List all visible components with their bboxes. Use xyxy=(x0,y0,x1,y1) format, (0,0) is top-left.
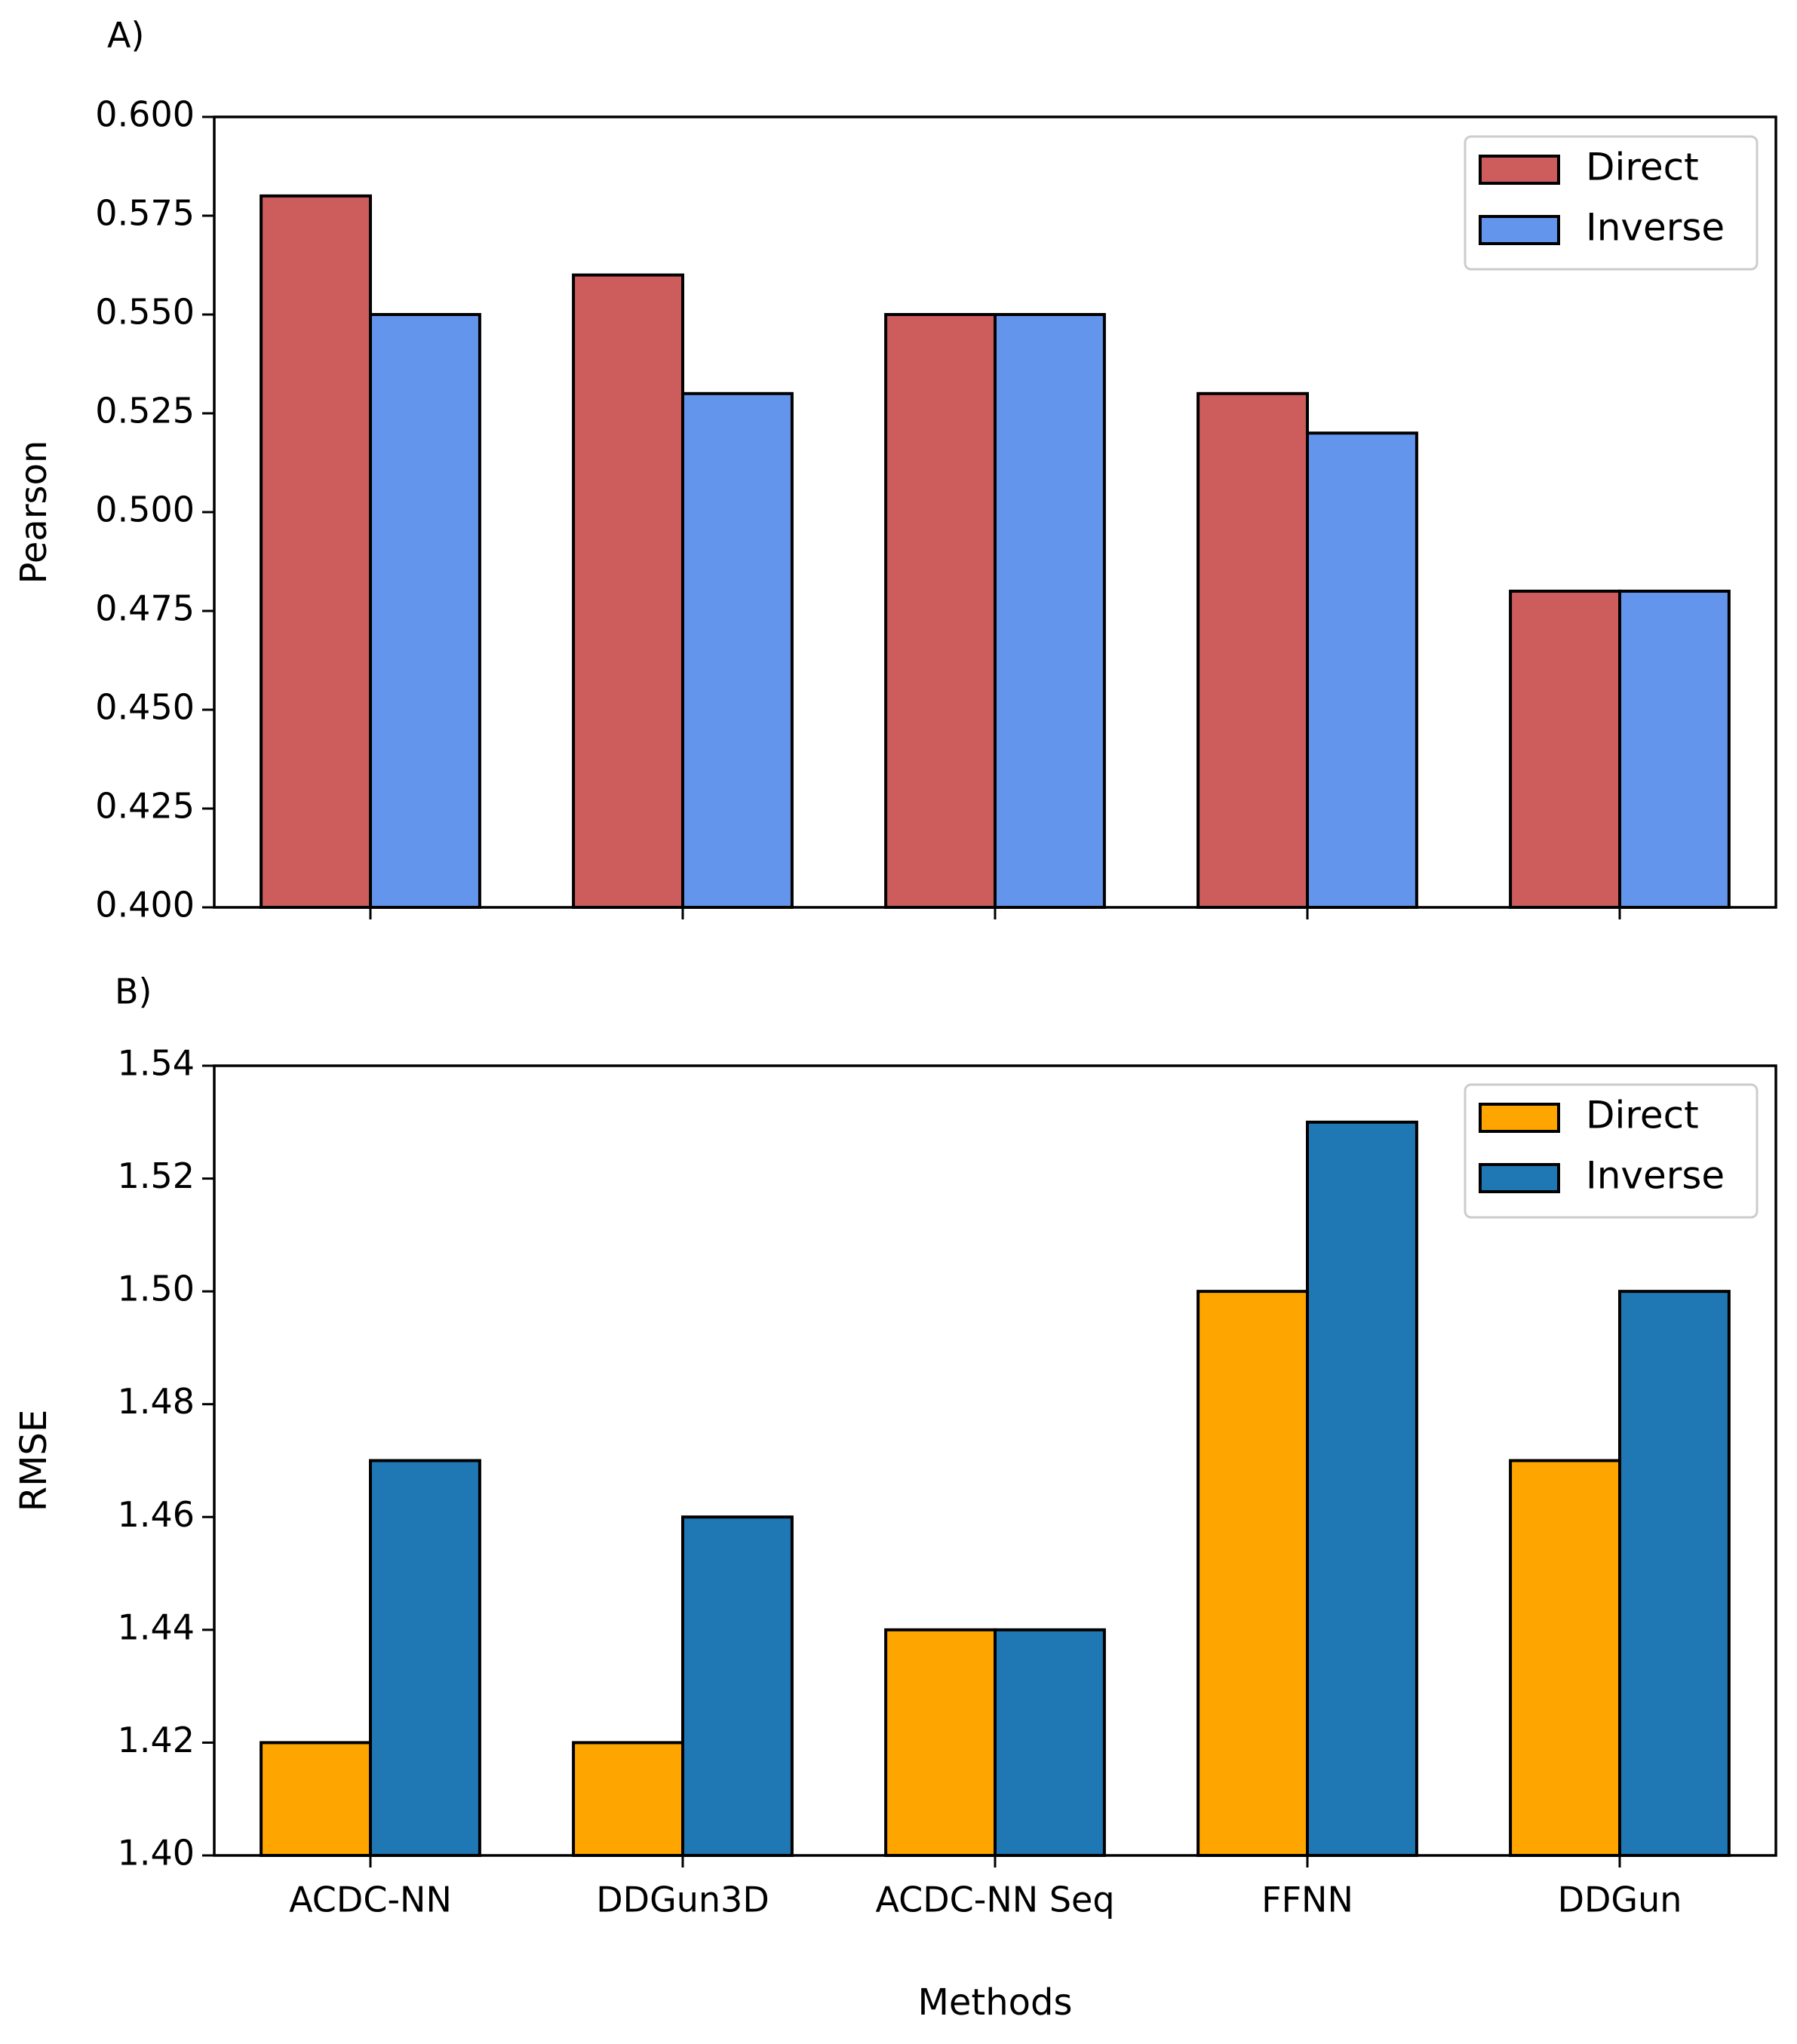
bar-inverse-ddgun xyxy=(1618,589,1731,909)
legend-swatch-direct xyxy=(1479,155,1560,185)
y-tick-label: 1.42 xyxy=(118,1720,195,1760)
y-tick-label: 1.50 xyxy=(118,1269,195,1309)
y-tick-label: 0.400 xyxy=(95,885,195,925)
legend-swatch-direct xyxy=(1479,1103,1560,1133)
legend-swatch-inverse xyxy=(1479,215,1560,245)
legend: Direct Inverse xyxy=(1464,135,1759,271)
y-tick-label: 1.52 xyxy=(118,1156,195,1196)
legend-label-direct: Direct xyxy=(1586,1094,1699,1137)
legend-label-inverse: Inverse xyxy=(1586,206,1725,250)
panel-label: A) xyxy=(107,15,144,56)
plot-frame xyxy=(213,115,1777,909)
y-tick-label: 1.48 xyxy=(118,1381,195,1422)
y-tick-label: 0.575 xyxy=(95,193,195,234)
y-tick-label: 0.425 xyxy=(95,786,195,827)
x-tick-label: ACDC-NN xyxy=(289,1880,452,1920)
x-tick-label: ACDC-NN Seq xyxy=(875,1880,1114,1920)
chart-panel-b: B) 1.40 1.42 1.44 1.46 1.48 1.50 1.52 1.54 ACDC-N… xyxy=(13,971,1777,2024)
bar-direct-ffnn xyxy=(1196,391,1309,909)
bar-direct-ddgun xyxy=(1509,1459,1621,1857)
legend-label-inverse: Inverse xyxy=(1586,1154,1725,1198)
bar-inverse-acdc-nn-seq xyxy=(994,1628,1106,1858)
bar-direct-acdc-nn xyxy=(260,194,372,909)
plot-frame xyxy=(213,1064,1777,1857)
y-axis-label: Pearson xyxy=(13,440,55,585)
bar-inverse-acdc-nn xyxy=(369,1459,481,1857)
x-tick-label: DDGun xyxy=(1558,1880,1682,1920)
bar-inverse-acdc-nn-seq xyxy=(994,313,1106,909)
bar-inverse-ddgun xyxy=(1618,1290,1731,1857)
bar-inverse-ffnn xyxy=(1306,431,1418,909)
bar-inverse-ffnn xyxy=(1306,1120,1418,1858)
bar-direct-ddgun3d xyxy=(572,1741,684,1857)
y-tick-label: 0.450 xyxy=(95,687,195,728)
bar-inverse-ddgun3d xyxy=(681,1515,794,1858)
y-tick-label: 1.44 xyxy=(118,1607,195,1647)
y-tick-label: 0.500 xyxy=(95,490,195,530)
chart-panel-a: A) 0.400 0.425 0.450 0.475 0.500 0.525 0.550 0.5… xyxy=(13,15,1777,925)
y-tick-label: 0.600 xyxy=(95,94,195,135)
legend-label-direct: Direct xyxy=(1586,146,1699,189)
bar-direct-ffnn xyxy=(1196,1290,1309,1857)
legend-swatch-inverse xyxy=(1479,1163,1560,1193)
x-axis-label: Methods xyxy=(917,1981,1072,2024)
bar-direct-acdc-nn xyxy=(260,1741,372,1857)
x-tick-label: DDGun3D xyxy=(596,1880,769,1920)
y-tick-label: 0.475 xyxy=(95,588,195,629)
bar-direct-ddgun3d xyxy=(572,273,684,910)
panel-label: B) xyxy=(115,971,152,1012)
bar-direct-acdc-nn-seq xyxy=(884,1628,997,1858)
bar-direct-ddgun xyxy=(1509,589,1621,909)
bar-inverse-acdc-nn xyxy=(369,313,481,909)
bar-direct-acdc-nn-seq xyxy=(884,313,997,909)
y-tick-label: 1.46 xyxy=(118,1494,195,1535)
y-axis-label: RMSE xyxy=(13,1410,55,1512)
legend: Direct Inverse xyxy=(1464,1083,1759,1219)
y-tick-label: 1.54 xyxy=(118,1043,195,1084)
x-tick-label: FFNN xyxy=(1261,1880,1353,1920)
bar-inverse-ddgun3d xyxy=(681,391,794,909)
y-tick-label: 0.525 xyxy=(95,391,195,431)
y-tick-label: 0.550 xyxy=(95,292,195,333)
y-tick-label: 1.40 xyxy=(118,1833,195,1874)
